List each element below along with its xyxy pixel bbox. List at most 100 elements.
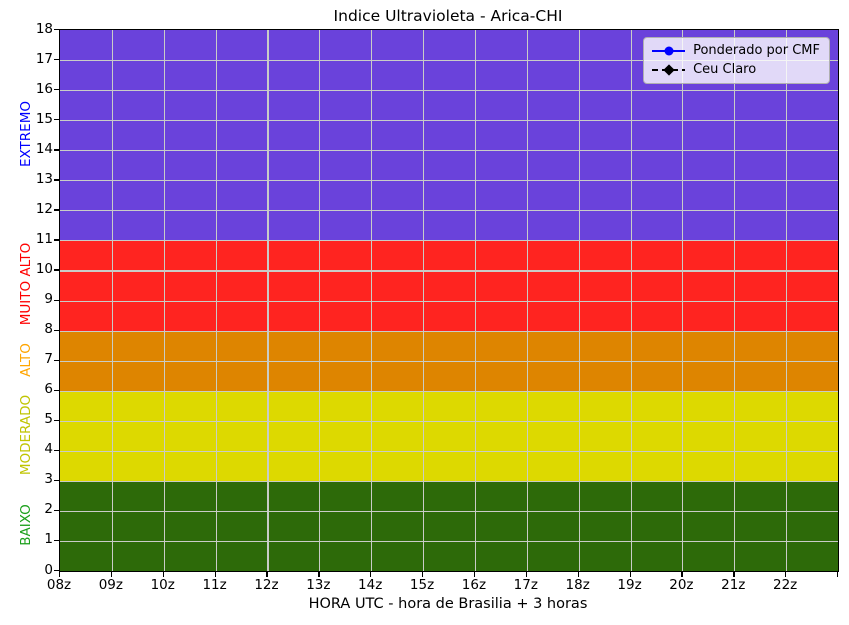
y-tick-label: 2: [44, 501, 53, 518]
x-tick-mark: [525, 572, 528, 577]
x-tick-label: 18z: [565, 577, 590, 593]
band-alto: [60, 330, 838, 391]
band-moderado: [60, 390, 838, 481]
legend: Ponderado por CMF Ceu Claro: [643, 37, 830, 84]
gridline-vertical: [163, 30, 165, 571]
x-tick-mark: [214, 572, 216, 577]
y-tick-label: 17: [35, 50, 53, 67]
category-label-muito-alto: MUITO ALTO: [18, 243, 34, 326]
category-label-extremo: EXTREMO: [18, 101, 34, 168]
y-tick-mark: [54, 359, 59, 361]
y-tick-mark: [54, 419, 59, 422]
gridline-horizontal: [60, 180, 838, 182]
gridline-vertical: [215, 30, 217, 571]
diamond-marker-icon: [652, 64, 686, 77]
x-tick-mark: [162, 572, 165, 577]
y-tick-mark: [54, 119, 59, 121]
y-tick-mark: [54, 269, 59, 271]
gridline-vertical: [267, 30, 269, 571]
x-tick-label: 22z: [772, 577, 798, 593]
y-tick-label: 4: [44, 441, 53, 458]
x-tick-mark: [733, 572, 735, 577]
y-tick-mark: [54, 209, 59, 211]
x-tick-mark: [681, 572, 683, 577]
legend-entry: Ponderado por CMF: [652, 44, 820, 58]
y-tick-mark: [54, 570, 59, 572]
x-tick-mark: [785, 572, 787, 577]
gridline-vertical: [526, 30, 528, 571]
gridline-vertical: [786, 30, 788, 571]
circle-marker-icon: [652, 45, 686, 58]
gridline-horizontal: [60, 300, 838, 302]
y-tick-label: 11: [35, 230, 53, 247]
x-tick-mark: [473, 572, 476, 577]
circle-icon: [664, 46, 674, 56]
gridline-horizontal: [60, 480, 838, 482]
x-tick-mark: [370, 572, 372, 577]
y-tick-label: 0: [44, 561, 53, 578]
x-axis-label: HORA UTC - hora de Brasilia + 3 horas: [308, 596, 588, 612]
y-tick-label: 7: [44, 351, 53, 368]
y-tick-mark: [54, 179, 59, 181]
gridline-horizontal: [60, 210, 838, 212]
y-tick-label: 12: [35, 200, 53, 217]
y-tick-mark: [54, 299, 59, 301]
y-tick-label: 13: [35, 170, 53, 187]
y-tick-label: 8: [44, 321, 53, 338]
y-tick-mark: [54, 89, 59, 91]
gridline-vertical: [111, 30, 113, 571]
gridline-vertical: [630, 30, 632, 571]
diamond-icon: [662, 64, 675, 76]
y-tick-label: 15: [35, 110, 53, 127]
x-tick-label: 09z: [98, 577, 123, 593]
legend-entry-label: Ponderado por CMF: [693, 43, 820, 58]
y-tick-label: 1: [44, 531, 53, 548]
band-muito-alto: [60, 240, 838, 331]
gridline-vertical: [578, 30, 580, 571]
gridline-horizontal: [60, 510, 838, 512]
y-tick-label: 3: [44, 471, 53, 488]
gridline-horizontal: [60, 120, 838, 122]
y-tick-mark: [54, 509, 59, 512]
x-tick-label: 20z: [669, 577, 694, 593]
gridline-horizontal: [60, 420, 838, 422]
x-tick-mark: [577, 572, 579, 577]
x-tick-label: 19z: [617, 577, 642, 593]
x-tick-label: 12z: [254, 577, 279, 593]
x-tick-label: 15z: [409, 577, 435, 593]
gridline-horizontal: [60, 450, 838, 452]
category-label-baixo: BAIXO: [18, 504, 34, 546]
band-baixo: [60, 480, 838, 571]
y-tick-mark: [54, 449, 59, 452]
y-tick-label: 6: [44, 381, 53, 398]
x-tick-label: 16z: [461, 577, 487, 593]
x-tick-mark: [59, 572, 61, 577]
gridline-horizontal: [60, 150, 838, 152]
y-tick-label: 18: [35, 20, 53, 37]
y-tick-label: 5: [44, 411, 53, 428]
y-tick-mark: [54, 149, 59, 151]
y-tick-label: 9: [44, 291, 53, 307]
gridline-vertical: [423, 30, 425, 571]
chart-title: Indice Ultravioleta - Arica-CHI: [333, 7, 563, 25]
x-tick-mark: [266, 572, 268, 577]
gridline-horizontal: [60, 270, 838, 272]
y-tick-label: 14: [35, 140, 53, 157]
category-label-alto: ALTO: [18, 342, 34, 377]
x-tick-label: 17z: [513, 577, 538, 593]
x-tick-mark: [837, 572, 839, 577]
x-tick-label: 10z: [150, 577, 175, 593]
y-tick-label: 16: [35, 80, 53, 97]
y-tick-mark: [54, 539, 59, 542]
y-tick-mark: [54, 59, 59, 61]
gridline-horizontal: [60, 60, 838, 62]
legend-entry-label: Ceu Claro: [693, 62, 757, 77]
legend-entry: Ceu Claro: [652, 63, 820, 77]
x-tick-label: 08z: [46, 577, 72, 593]
x-tick-label: 21z: [721, 577, 746, 593]
gridline-horizontal: [60, 90, 838, 92]
gridline-horizontal: [60, 330, 838, 332]
gridline-vertical: [734, 30, 736, 571]
category-label-moderado: MODERADO: [18, 394, 34, 475]
